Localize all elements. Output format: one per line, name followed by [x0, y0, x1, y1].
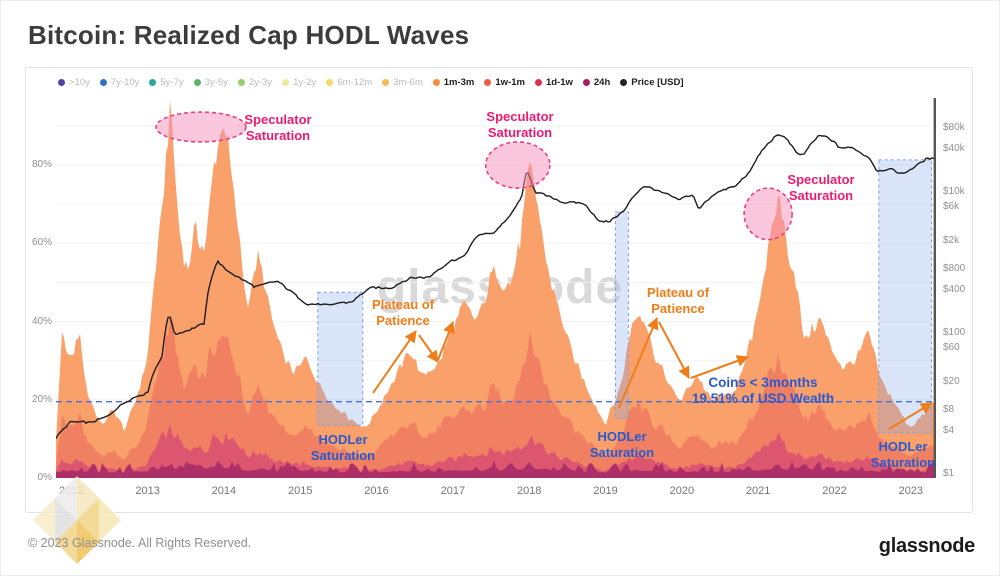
- glassnode-diamond-logo: [33, 476, 121, 564]
- legend-item-1w-1m[interactable]: 1w-1m: [484, 77, 525, 88]
- right-axis-tick: $6k: [943, 201, 960, 213]
- legend-label: Price [USD]: [631, 77, 684, 88]
- right-axis-tick: $2k: [943, 234, 960, 246]
- right-axis-tick: $400: [943, 284, 966, 296]
- legend-item-price-usd-[interactable]: Price [USD]: [620, 77, 684, 88]
- right-axis-tick: $10k: [943, 185, 965, 197]
- price-line: [56, 134, 936, 439]
- right-axis-tick: $1: [943, 468, 955, 479]
- x-axis-tick: 2021: [745, 485, 771, 497]
- right-axis-tick: $100: [943, 326, 966, 338]
- legend-item-3y-5y[interactable]: 3y-5y: [193, 77, 228, 88]
- legend-dot-icon: [534, 79, 542, 86]
- left-axis-tick: 40%: [31, 315, 52, 327]
- left-axis-tick: 0%: [37, 472, 52, 483]
- legend-label: 3m-6m: [393, 77, 423, 88]
- x-axis-tick: 2013: [135, 485, 160, 497]
- x-axis-tick: 2016: [364, 485, 389, 497]
- hodler-saturation-bands: [317, 159, 932, 434]
- legend-item-7y-10y[interactable]: 7y-10y: [99, 77, 140, 88]
- x-axis-tick: 2014: [211, 485, 237, 497]
- footer-glassnode-wordmark[interactable]: glassnode: [878, 535, 976, 557]
- legend-dot-icon: [193, 79, 201, 86]
- legend-label: 1d-1w: [545, 77, 573, 88]
- legend-label: 5y-7y: [160, 77, 184, 88]
- speculator-saturation-ellipses: [155, 111, 793, 241]
- legend-label: 1m-3m: [443, 77, 475, 88]
- legend-item-1y-2y[interactable]: 1y-2y: [282, 77, 316, 88]
- legend-label: 2y-3y: [248, 77, 273, 88]
- legend-dot-icon: [382, 79, 390, 86]
- left-axis-tick: 20%: [31, 393, 52, 405]
- x-axis-tick: 2020: [669, 485, 695, 497]
- legend-item-1m-3m[interactable]: 1m-3m: [432, 77, 475, 88]
- legend-label: 3y-5y: [204, 77, 228, 88]
- legend-dot-icon: [484, 79, 492, 86]
- legend-dot-icon: [58, 79, 65, 86]
- right-axis-tick: $800: [943, 263, 966, 275]
- x-axis-tick: 2022: [822, 485, 847, 497]
- right-axis-tick: $40k: [943, 143, 965, 155]
- legend-dot-icon: [620, 79, 628, 86]
- legend-dot-icon: [149, 79, 157, 86]
- right-axis-tick: $20: [943, 376, 960, 388]
- legend-dot-icon: [582, 79, 590, 86]
- legend-dot-icon: [237, 79, 245, 86]
- legend-label: 24h: [593, 77, 611, 88]
- legend-dot-icon: [326, 79, 334, 86]
- legend-item-5y-7y[interactable]: 5y-7y: [149, 77, 184, 88]
- chart-legend: >10y 7y-10y 5y-7y 3y-5y 2y-3y 1y-2y 6m-12m 3m-6…: [58, 77, 684, 88]
- legend-item-6m-12m[interactable]: 6m-12m: [326, 77, 372, 88]
- left-axis-tick: 60%: [31, 237, 52, 249]
- right-axis-tick: $80k: [943, 121, 965, 133]
- chart-canvas[interactable]: [56, 98, 936, 478]
- right-axis-tick: $4: [943, 425, 955, 437]
- legend-item-3m-6m[interactable]: 3m-6m: [382, 77, 423, 88]
- x-axis-tick: 2015: [287, 485, 313, 497]
- legend-item-24h[interactable]: 24h: [582, 77, 611, 88]
- footer-copyright: © 2023 Glassnode. All Rights Reserved.: [28, 536, 252, 550]
- left-axis-tick: 80%: [31, 159, 52, 170]
- legend-item--10y[interactable]: >10y: [58, 77, 90, 88]
- right-axis-tick: $60: [943, 342, 960, 354]
- legend-item-1d-1w[interactable]: 1d-1w: [534, 77, 573, 88]
- legend-label: 6m-12m: [337, 77, 373, 88]
- x-axis-tick: 2018: [516, 485, 542, 497]
- legend-dot-icon: [99, 79, 107, 86]
- hodl-wave-areas: [56, 100, 936, 478]
- legend-label: 1w-1m: [495, 77, 525, 88]
- legend-label: 7y-10y: [110, 77, 140, 88]
- plateau-arrows: [372, 317, 933, 430]
- right-axis-tick: $8: [943, 404, 955, 416]
- x-axis-tick: 2017: [440, 485, 466, 497]
- legend-label: >10y: [69, 77, 90, 88]
- legend-label: 1y-2y: [293, 77, 317, 88]
- chart-card: >10y 7y-10y 5y-7y 3y-5y 2y-3y 1y-2y 6m-12m 3m-6…: [25, 67, 973, 513]
- legend-dot-icon: [432, 79, 440, 86]
- legend-item-2y-3y[interactable]: 2y-3y: [237, 77, 273, 88]
- legend-dot-icon: [282, 79, 290, 86]
- x-axis-tick: 2023: [898, 485, 924, 497]
- page-title: Bitcoin: Realized Cap HODL Waves: [28, 20, 470, 50]
- x-axis-tick: 2019: [593, 485, 618, 497]
